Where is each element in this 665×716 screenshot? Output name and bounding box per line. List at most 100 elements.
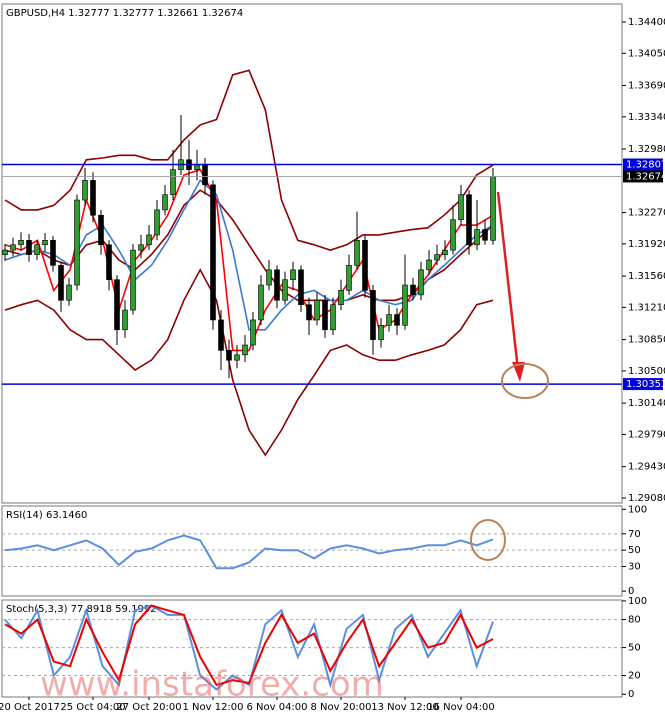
candle-body [74, 199, 80, 286]
candle-body [346, 265, 352, 291]
candle-body [50, 240, 56, 266]
candle-body [66, 284, 72, 301]
x-tick-label: 27 Oct 20:00 [116, 702, 181, 713]
y-tick-label: 1.32980 [628, 144, 665, 155]
candle-body [362, 240, 368, 291]
candle-body [266, 269, 272, 286]
arrow-head [512, 362, 525, 382]
candle-body [394, 314, 400, 326]
panel-title: RSI(14) 63.1460 [6, 510, 87, 521]
candle-body [354, 240, 360, 266]
candle-body [82, 180, 88, 201]
candle-body [450, 219, 456, 251]
price-box [623, 158, 663, 171]
x-tick-label: 8 Nov 20:00 [310, 702, 371, 713]
y-tick-label: 1.29080 [628, 493, 665, 504]
indicator-line [4, 604, 494, 687]
indicator-line [4, 604, 494, 691]
candle-body [130, 249, 136, 311]
y-tick-label: 50 [628, 643, 641, 654]
candle-body [250, 319, 256, 346]
last-price-box [623, 170, 663, 183]
y-tick-label: 70 [628, 529, 641, 540]
arrow-line [496, 191, 520, 371]
y-tick-label: 0 [628, 689, 634, 700]
panel-title: GBPUSD,H4 1.32777 1.32777 1.32661 1.3267… [6, 8, 243, 19]
y-tick-label: 0 [628, 586, 634, 597]
y-tick-label: 1.34050 [628, 48, 665, 59]
y-tick-label: 80 [628, 615, 641, 626]
candle-body [202, 164, 208, 186]
candle-body [370, 290, 376, 340]
candle-body [242, 344, 248, 356]
price-box-label: 1.32807 [626, 160, 665, 171]
y-tick-label: 1.33340 [628, 112, 665, 123]
candle-body [466, 194, 472, 246]
x-tick-label: 6 Nov 04:00 [246, 702, 307, 713]
rsi-circle [470, 519, 506, 561]
main-panel [1, 3, 623, 504]
candle-body [290, 269, 296, 280]
watermark: www.instaforex.com [40, 665, 384, 705]
candle-body [314, 299, 320, 321]
candle-body [146, 234, 152, 246]
candle-body [306, 304, 312, 321]
price-box-label: 1.30353 [626, 379, 665, 390]
y-tick-label: 50 [628, 545, 641, 556]
candle-body [458, 194, 464, 221]
candle-body [482, 229, 488, 241]
candle-body [322, 299, 328, 331]
candle-body [18, 240, 24, 246]
y-tick-label: 1.32270 [628, 208, 665, 219]
candle-body [154, 209, 160, 236]
y-tick-label: 1.30850 [628, 335, 665, 346]
candle-body [226, 350, 232, 361]
y-tick-label: 1.30500 [628, 366, 665, 377]
y-tick-label: 1.30140 [628, 398, 665, 409]
y-tick-label: 30 [628, 562, 641, 573]
candle-body [474, 229, 480, 246]
candle-body [402, 284, 408, 326]
price-box [623, 378, 663, 391]
y-tick-label: 1.31920 [628, 239, 665, 250]
candle-body [338, 290, 344, 306]
overlay-line [4, 268, 494, 457]
candle-body [10, 244, 16, 251]
candle-body [26, 240, 32, 255]
overlay-line [4, 179, 494, 331]
candle-body [114, 279, 120, 331]
candle-body [274, 269, 280, 301]
candle-body [218, 319, 224, 351]
candle-body [298, 269, 304, 306]
candle-body [98, 214, 104, 246]
candle-body [490, 176, 496, 241]
candle-body [170, 169, 176, 195]
plots: GBPUSD,H4 1.32777 1.32777 1.32661 1.3267… [0, 8, 665, 713]
y-tick-label: 1.31560 [628, 271, 665, 282]
indicator-line [4, 534, 494, 570]
candle-body [90, 180, 96, 216]
y-tick-label: 20 [628, 671, 641, 682]
annotations [470, 191, 549, 561]
rsi-panel [1, 505, 623, 597]
candle-body [122, 309, 128, 331]
candle-body [138, 244, 144, 251]
candle-body [434, 254, 440, 261]
y-tick-label: 1.34400 [628, 17, 665, 28]
candle-body [410, 284, 416, 296]
y-tick-label: 1.29430 [628, 462, 665, 473]
candle-body [58, 265, 64, 301]
candle-body [426, 259, 432, 271]
candle-body [162, 194, 168, 211]
candle-body [442, 249, 448, 255]
candle-body [2, 249, 8, 255]
x-tick-label: 1 Nov 12:00 [182, 702, 243, 713]
overlay-line [4, 69, 494, 251]
candle-body [34, 244, 40, 255]
last-price-label: 1.32674 [626, 171, 665, 182]
x-tick-label: 25 Oct 04:00 [60, 702, 125, 713]
candle-body [282, 279, 288, 301]
candle-body [106, 244, 112, 280]
